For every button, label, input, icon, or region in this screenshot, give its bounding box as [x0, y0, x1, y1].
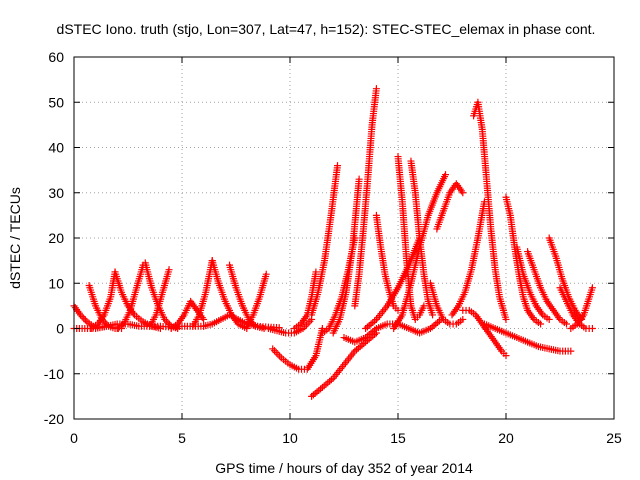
series-arc32 [470, 98, 510, 323]
series-arc8 [146, 266, 173, 330]
data-point-markers [480, 320, 575, 355]
series-arc14 [243, 270, 270, 330]
series-arc17 [290, 268, 320, 332]
series-arc18 [308, 329, 380, 400]
data-point-markers [459, 306, 510, 360]
data-point-markers [269, 325, 326, 373]
grid [74, 57, 614, 419]
series-arc22 [351, 85, 380, 310]
data-point-markers [290, 268, 320, 332]
y-tick-label: 30 [48, 185, 64, 201]
data-point-markers [146, 266, 173, 330]
x-tick-label: 0 [70, 430, 78, 446]
y-axis-label: dSTEC / TECUs [7, 187, 23, 289]
series-arc15 [264, 315, 316, 337]
data-point-markers [351, 85, 380, 310]
x-tick-label: 10 [282, 430, 298, 446]
x-tick-label: 5 [178, 430, 186, 446]
series-arc38 [545, 234, 586, 323]
data-point-markers [372, 211, 406, 314]
y-tick-label: -20 [44, 411, 64, 427]
data-point-markers [426, 279, 467, 328]
y-tick-label: 10 [48, 275, 64, 291]
data-point-markers [308, 162, 342, 319]
series-arc33 [459, 306, 510, 360]
series-arc28 [390, 171, 450, 332]
series-arc37 [524, 248, 570, 328]
data-point-markers [470, 98, 510, 323]
data-point-markers [524, 248, 570, 328]
data-point-markers [390, 171, 450, 332]
y-tick-label: 50 [48, 94, 64, 110]
axis-ticks: 0 5 10 15 20 25 -20 -10 0 10 20 30 40 50 60 [44, 49, 622, 446]
data-point-markers [243, 270, 270, 330]
series-arc21 [329, 175, 363, 337]
series-arc6 [113, 261, 147, 332]
series-arc29 [426, 279, 467, 328]
y-tick-label: 0 [56, 321, 64, 337]
y-tick-label: 60 [48, 49, 64, 65]
data-point-markers [513, 243, 553, 323]
x-axis-label: GPS time / hours of day 352 of year 2014 [215, 460, 473, 476]
data-point-markers [448, 198, 488, 319]
x-tick-label: 15 [390, 430, 406, 446]
series-arc31 [448, 198, 488, 319]
data-points [70, 85, 596, 400]
data-point-markers [340, 315, 445, 346]
y-tick-label: -10 [44, 366, 64, 382]
series-arc5 [111, 268, 164, 332]
series-arc34 [480, 320, 575, 355]
y-tick-label: 40 [48, 140, 64, 156]
series-arc36 [513, 243, 553, 323]
chart-title: dSTEC Iono. truth (stjo, Lon=307, Lat=47… [57, 21, 596, 37]
y-tick-label: 20 [48, 230, 64, 246]
data-point-markers [567, 284, 596, 332]
data-point-markers [545, 234, 586, 323]
series-arc30 [433, 180, 467, 233]
data-point-markers [264, 315, 316, 337]
data-point-markers [433, 180, 467, 233]
series-arc16 [269, 325, 326, 373]
data-point-markers [113, 261, 147, 332]
series-arc23 [340, 315, 445, 346]
series-arc24 [372, 211, 406, 314]
x-tick-label: 20 [498, 430, 514, 446]
data-point-markers [111, 268, 164, 332]
data-point-markers [329, 175, 363, 337]
data-point-markers [308, 329, 380, 400]
series-arc19 [308, 162, 342, 319]
x-tick-label: 25 [606, 430, 622, 446]
series-arc40 [567, 284, 596, 332]
